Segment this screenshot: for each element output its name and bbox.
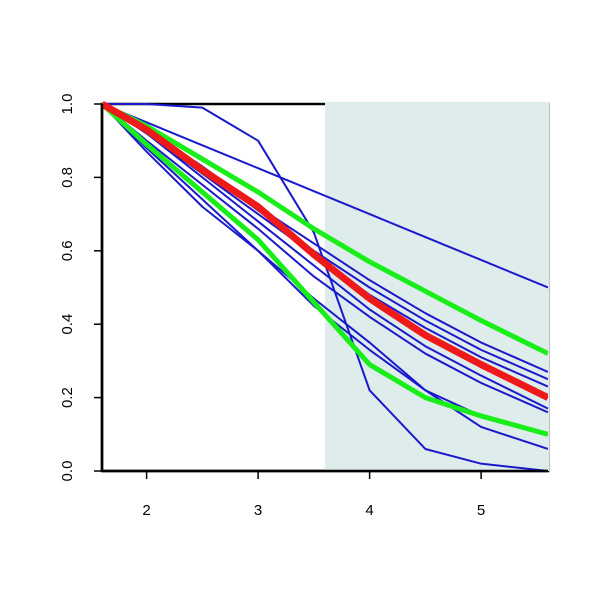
y-tick-label: 0.2 [59,387,76,408]
series-line [102,101,548,356]
y-tick-label: 0.8 [59,167,76,188]
y-tick-label: 0.0 [59,461,76,482]
series-line [102,102,548,437]
y-tick-label: 0.4 [59,314,76,335]
x-tick-label: 3 [254,502,262,519]
y-tick-label: 1.0 [59,94,76,115]
series-line [102,100,548,401]
x-tick-label: 5 [477,502,485,519]
series-line [102,103,548,471]
x-tick-label: 2 [142,502,150,519]
x-tick-label: 4 [365,502,373,519]
shaded-region [325,102,549,471]
series-line [102,103,548,414]
y-tick-label: 0.6 [59,240,76,261]
series-line [102,103,548,289]
series-line [102,103,548,410]
